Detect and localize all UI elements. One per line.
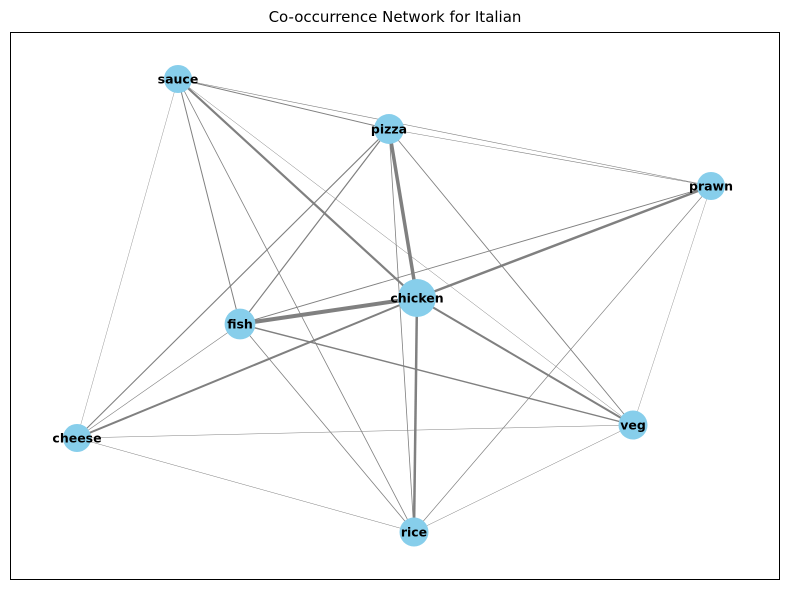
edge-sauce-cheese [76,78,179,439]
edge-pizza-rice [388,128,415,533]
edge-sauce-veg [177,78,634,426]
edge-prawn-fish [239,185,712,325]
edge-pizza-cheese [76,128,390,439]
edge-cheese-veg [76,424,634,439]
node-label-sauce: sauce [158,72,199,87]
edge-sauce-rice [177,78,415,533]
edge-pizza-fish [239,128,390,325]
chart-title: Co-occurrence Network for Italian [268,8,522,26]
edge-sauce-prawn [177,78,712,187]
node-prawn [696,171,726,201]
edge-sauce-pizza [177,78,390,130]
node-label-prawn: prawn [689,179,733,194]
edge-pizza-chicken [387,128,419,299]
node-label-pizza: pizza [371,122,407,137]
edge-fish-cheese [76,323,241,439]
edge-chicken-fish [239,296,418,326]
node-sauce [163,64,193,94]
labels-layer: sauce pizza prawn chicken fish cheese veg rice [52,72,733,540]
plot-frame [10,32,780,580]
edge-sauce-chicken [177,78,418,299]
node-label-cheese: cheese [52,431,101,446]
edge-chicken-veg [416,297,634,426]
edge-prawn-rice [413,185,712,533]
edge-chicken-rice [412,297,419,533]
edge-fish-veg [239,323,634,426]
node-chicken [398,279,436,317]
edge-sauce-fish [177,78,241,325]
node-rice [399,517,429,547]
node-fish [224,308,256,340]
node-label-chicken: chicken [390,291,443,306]
node-veg [618,410,648,440]
edge-prawn-veg [632,185,712,426]
edge-pizza-prawn [388,128,712,187]
edge-prawn-chicken [416,184,712,300]
edge-cheese-rice [76,437,415,533]
node-cheese [62,423,92,453]
edge-fish-rice [239,323,415,533]
nodes-layer [62,64,726,547]
node-label-veg: veg [620,418,646,433]
node-label-fish: fish [227,317,253,332]
node-label-rice: rice [401,525,427,540]
edges-layer [76,78,712,533]
edge-chicken-cheese [76,297,418,439]
node-pizza [374,114,404,144]
edge-veg-rice [413,424,634,533]
edge-pizza-veg [388,128,634,426]
